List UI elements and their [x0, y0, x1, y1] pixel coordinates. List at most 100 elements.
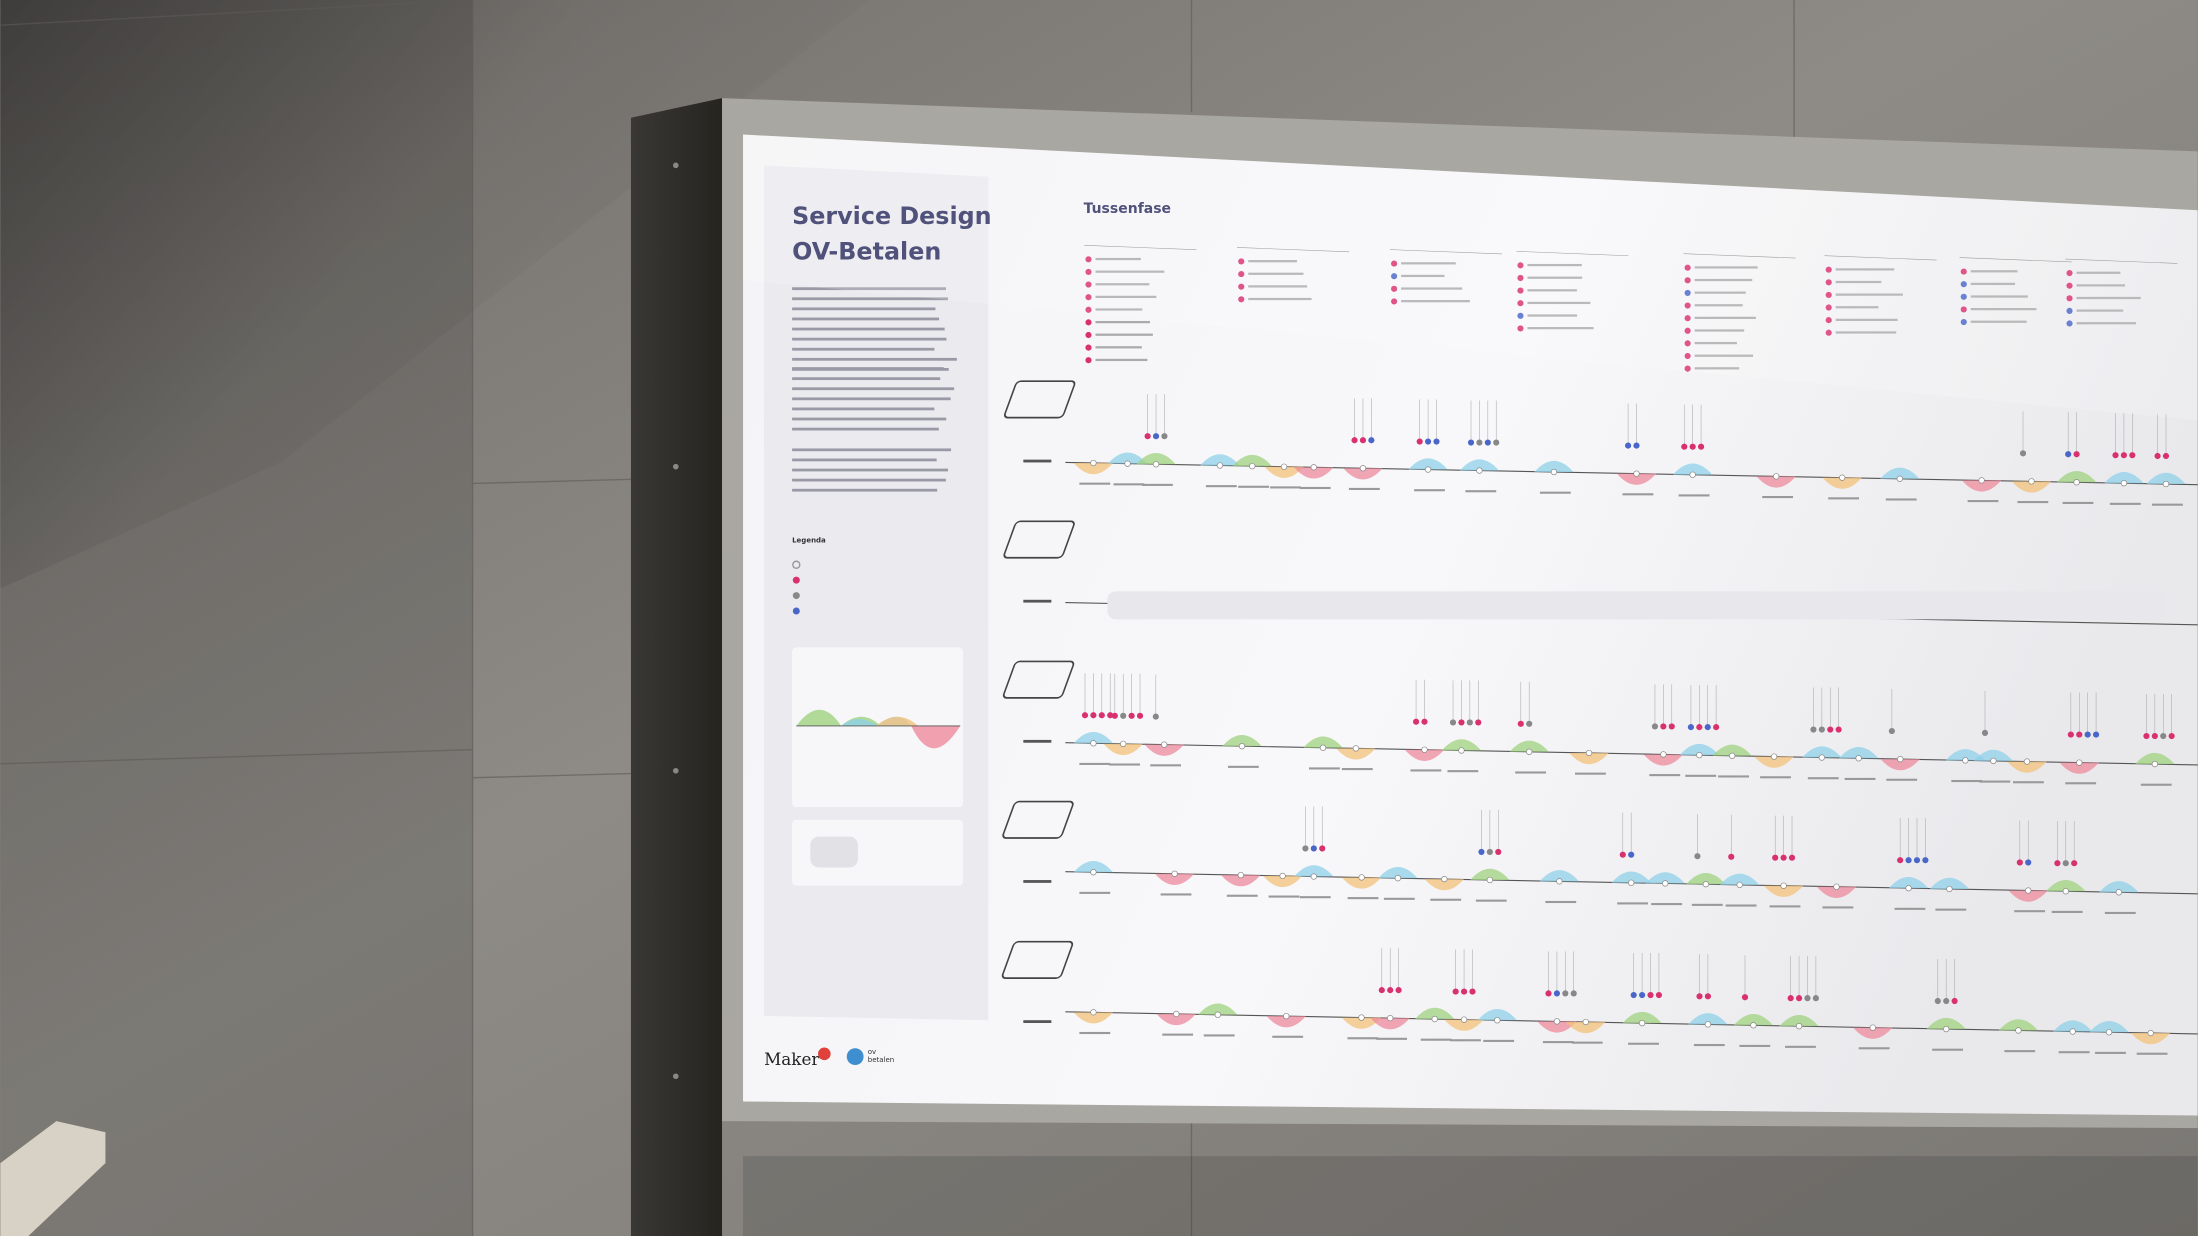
node	[1946, 885, 1953, 893]
node	[1897, 755, 1904, 763]
wave	[1998, 1019, 2038, 1031]
wave	[1822, 477, 1862, 489]
text-line	[1095, 346, 1142, 349]
text-line	[1628, 1042, 1659, 1045]
wave	[1294, 865, 1334, 877]
dot	[1818, 726, 1825, 733]
text-line	[2109, 502, 2141, 505]
text-line	[1347, 897, 1379, 900]
dot	[1888, 727, 1895, 735]
dot	[1795, 995, 1803, 1002]
node	[1352, 745, 1360, 752]
dot	[1421, 718, 1428, 725]
dot	[1478, 848, 1485, 856]
node	[1553, 1018, 1561, 1025]
wave	[1264, 466, 1304, 478]
wave	[1470, 868, 1510, 880]
paragraph	[792, 287, 957, 492]
wave	[2099, 881, 2139, 893]
wave	[1853, 1027, 1893, 1039]
text-line	[792, 427, 939, 431]
wave	[1073, 732, 1114, 744]
dot	[1684, 289, 1691, 297]
dot	[1913, 857, 1921, 864]
text-line	[1678, 494, 1710, 497]
device-icon	[1002, 660, 1075, 699]
node	[1556, 878, 1563, 885]
node	[1780, 882, 1787, 889]
text-line	[1575, 772, 1606, 775]
dot	[2151, 732, 2158, 740]
text-line	[1762, 496, 1794, 499]
dot	[2062, 860, 2069, 867]
node	[1770, 753, 1778, 760]
text-line	[1894, 907, 1926, 910]
dot	[1633, 442, 1640, 449]
wave	[1415, 1007, 1455, 1020]
logo-mark	[846, 1048, 864, 1066]
text-line	[1248, 260, 1297, 263]
wave	[1720, 873, 1760, 885]
text-line	[792, 397, 951, 401]
text-line	[792, 327, 945, 331]
wave	[1222, 734, 1262, 747]
wave	[1539, 870, 1579, 882]
text-line	[1835, 306, 1879, 309]
text-line	[1932, 1048, 1964, 1051]
dot	[1960, 281, 1967, 288]
dot	[1570, 990, 1577, 997]
dot	[1825, 317, 1832, 324]
node	[1358, 874, 1365, 881]
text-line	[1162, 1033, 1194, 1036]
dot	[1368, 437, 1375, 444]
text-line	[2136, 1052, 2168, 1055]
column-rule	[1516, 251, 1629, 257]
text-line	[1109, 763, 1141, 766]
dot	[1412, 718, 1420, 725]
text-line	[1270, 486, 1301, 489]
wave	[1073, 860, 1114, 873]
text-line	[1527, 301, 1591, 305]
dot	[2154, 452, 2161, 460]
node	[1171, 870, 1178, 877]
text-line	[1299, 486, 1331, 490]
node	[1090, 1009, 1097, 1016]
dot	[1704, 993, 1711, 1000]
dot	[1391, 285, 1398, 292]
text-line	[1226, 894, 1258, 897]
text-line	[1694, 291, 1746, 294]
swatch	[810, 836, 858, 868]
text-line	[1527, 314, 1578, 317]
node	[1237, 871, 1244, 879]
dot	[1897, 857, 1904, 864]
wave	[1294, 467, 1334, 479]
wave	[2131, 1033, 2171, 1045]
text-line	[1835, 331, 1897, 334]
node	[1421, 746, 1428, 753]
dot	[1689, 443, 1696, 450]
dot	[1922, 857, 1929, 864]
text-line	[1970, 320, 2027, 323]
wave	[1712, 744, 1752, 756]
node	[1978, 477, 1985, 484]
wave	[2046, 880, 2086, 892]
text-line	[1095, 358, 1148, 362]
dot	[1085, 344, 1092, 351]
dot	[1696, 724, 1703, 731]
text-line	[1450, 1039, 1481, 1042]
node	[1216, 462, 1224, 469]
dot	[2019, 450, 2027, 457]
node	[1702, 881, 1710, 888]
frame-post	[630, 98, 723, 1236]
node	[2023, 758, 2031, 765]
wave	[1754, 756, 1794, 768]
text-line	[1885, 498, 1917, 501]
text-line	[1227, 765, 1259, 768]
text-line	[792, 297, 948, 301]
text-line	[1970, 282, 2016, 286]
text-line	[1651, 903, 1683, 906]
dot	[1698, 443, 1705, 450]
text-line	[1539, 491, 1571, 494]
wave	[2146, 472, 2186, 485]
dot	[1687, 724, 1694, 731]
